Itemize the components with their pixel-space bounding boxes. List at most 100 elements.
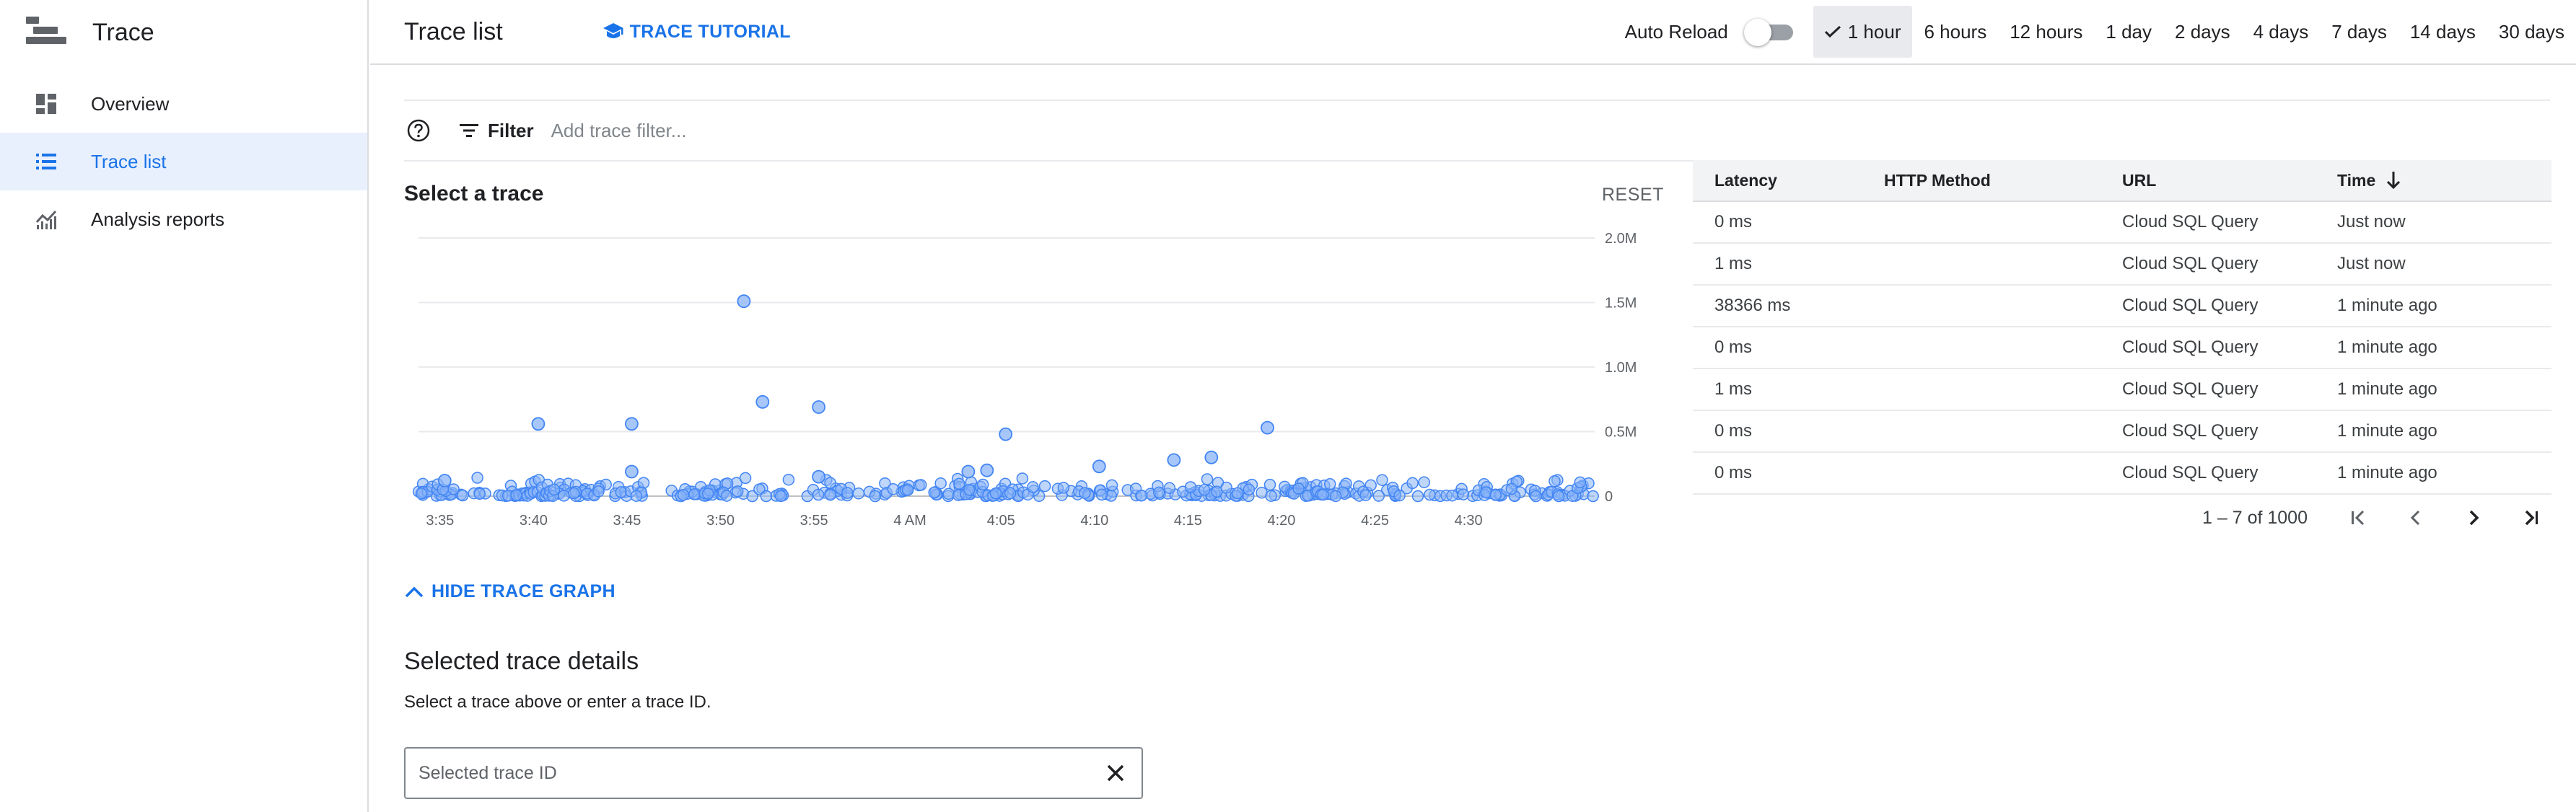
trace-point[interactable]: [1038, 480, 1051, 493]
range-1-day[interactable]: 1 day: [2106, 20, 2152, 43]
trace-point[interactable]: [824, 488, 837, 501]
trace-point[interactable]: [473, 487, 486, 500]
trace-point[interactable]: [1092, 459, 1106, 474]
trace-point[interactable]: [471, 472, 483, 484]
trace-point[interactable]: [812, 400, 825, 414]
sidebar-item-overview[interactable]: Overview: [0, 75, 367, 133]
trace-point[interactable]: [688, 488, 701, 500]
trace-point[interactable]: [1505, 482, 1518, 495]
trace-point[interactable]: [869, 490, 882, 503]
trace-point[interactable]: [1574, 476, 1587, 489]
trace-point[interactable]: [953, 477, 965, 490]
trace-point[interactable]: [934, 477, 947, 490]
trace-point[interactable]: [1263, 478, 1276, 491]
trace-point[interactable]: [914, 479, 927, 491]
trace-point[interactable]: [531, 417, 546, 431]
trace-point[interactable]: [782, 473, 795, 486]
trace-point[interactable]: [901, 484, 914, 496]
trace-point[interactable]: [989, 487, 1002, 500]
trace-point[interactable]: [1167, 453, 1181, 467]
hide-trace-graph-button[interactable]: HIDE TRACE GRAPH: [404, 581, 615, 602]
trace-point[interactable]: [548, 483, 561, 496]
trace-point[interactable]: [1489, 489, 1502, 501]
range-1-hour[interactable]: 1 hour: [1813, 6, 1913, 58]
trace-scatter-chart[interactable]: 0 0.5M 1.0M 1.5M 2.0M 3:35 3:40 3:45 3:50 3:55 4 A…: [404, 224, 1674, 534]
trace-point[interactable]: [1323, 478, 1336, 490]
trace-point[interactable]: [812, 488, 825, 501]
trace-point[interactable]: [774, 490, 787, 503]
reset-button[interactable]: RESET: [1602, 185, 1664, 205]
trace-point[interactable]: [1057, 482, 1070, 494]
range-30-days[interactable]: 30 days: [2498, 20, 2564, 43]
trace-id-field[interactable]: [404, 747, 1143, 799]
sidebar-item-analysis-reports[interactable]: Analysis reports: [0, 190, 367, 248]
range-12-hours[interactable]: 12 hours: [2010, 20, 2083, 43]
trace-point[interactable]: [457, 489, 469, 502]
range-4-days[interactable]: 4 days: [2253, 20, 2309, 43]
range-2-days[interactable]: 2 days: [2175, 20, 2230, 43]
trace-point[interactable]: [980, 463, 994, 477]
trace-tutorial-button[interactable]: TRACE TUTORIAL: [603, 22, 791, 43]
range-6-hours[interactable]: 6 hours: [1924, 20, 1987, 43]
trace-point[interactable]: [1265, 490, 1277, 502]
trace-point[interactable]: [739, 472, 752, 485]
trace-point[interactable]: [510, 489, 522, 501]
clear-trace-id-button[interactable]: [1101, 759, 1130, 787]
trace-point[interactable]: [1457, 488, 1470, 500]
trace-point[interactable]: [1406, 477, 1419, 490]
trace-point[interactable]: [824, 477, 836, 489]
trace-point[interactable]: [731, 485, 744, 498]
trace-point[interactable]: [1201, 473, 1214, 485]
trace-point[interactable]: [1079, 487, 1091, 499]
trace-point[interactable]: [1530, 490, 1542, 503]
trace-point[interactable]: [976, 478, 989, 491]
trace-point[interactable]: [746, 490, 758, 503]
range-7-days[interactable]: 7 days: [2331, 20, 2387, 43]
help-icon[interactable]: [406, 118, 431, 144]
column-header-latency[interactable]: Latency: [1714, 170, 1777, 190]
trace-point[interactable]: [592, 485, 605, 498]
trace-point[interactable]: [1364, 479, 1377, 492]
auto-reload-toggle[interactable]: [1743, 17, 1796, 46]
trace-point[interactable]: [1243, 483, 1256, 496]
trace-point[interactable]: [637, 477, 650, 489]
trace-point[interactable]: [1016, 472, 1029, 485]
table-row[interactable]: 1 ms Cloud SQL Query Just now: [1693, 244, 2551, 286]
trace-point[interactable]: [1317, 488, 1329, 501]
first-page-button[interactable]: [2338, 498, 2378, 538]
trace-point[interactable]: [1329, 490, 1342, 503]
trace-point[interactable]: [760, 490, 773, 503]
trace-point[interactable]: [447, 483, 460, 495]
table-row[interactable]: 0 ms Cloud SQL Query Just now: [1693, 202, 2551, 244]
trace-point[interactable]: [755, 394, 770, 409]
trace-point[interactable]: [1153, 486, 1165, 499]
trace-point[interactable]: [1027, 481, 1039, 493]
trace-point[interactable]: [963, 484, 976, 496]
trace-point[interactable]: [887, 483, 900, 495]
trace-point[interactable]: [928, 486, 940, 499]
trace-point[interactable]: [1135, 489, 1148, 502]
trace-point[interactable]: [1587, 490, 1599, 503]
trace-point[interactable]: [812, 469, 825, 484]
trace-point[interactable]: [1261, 420, 1274, 435]
trace-point[interactable]: [1292, 482, 1305, 495]
trace-point[interactable]: [1424, 488, 1436, 501]
sidebar-item-trace-list[interactable]: Trace list: [0, 133, 367, 190]
table-row[interactable]: 0 ms Cloud SQL Query 1 minute ago: [1693, 411, 2551, 453]
table-row[interactable]: 0 ms Cloud SQL Query 1 minute ago: [1693, 327, 2551, 369]
trace-point[interactable]: [1411, 490, 1424, 503]
trace-id-input[interactable]: [419, 762, 1068, 784]
column-header-time[interactable]: Time: [2337, 170, 2551, 190]
trace-point[interactable]: [841, 487, 854, 499]
table-row[interactable]: 1 ms Cloud SQL Query 1 minute ago: [1693, 369, 2551, 411]
column-header-url[interactable]: URL: [2122, 170, 2157, 190]
trace-point[interactable]: [1548, 475, 1561, 487]
trace-point[interactable]: [568, 487, 580, 500]
trace-point[interactable]: [1359, 489, 1372, 501]
column-header-http-method[interactable]: HTTP Method: [1884, 170, 1991, 190]
trace-point[interactable]: [630, 490, 643, 502]
trace-point[interactable]: [1552, 490, 1565, 503]
trace-point[interactable]: [1198, 484, 1211, 496]
last-page-button[interactable]: [2511, 498, 2551, 538]
trace-point[interactable]: [701, 487, 714, 500]
